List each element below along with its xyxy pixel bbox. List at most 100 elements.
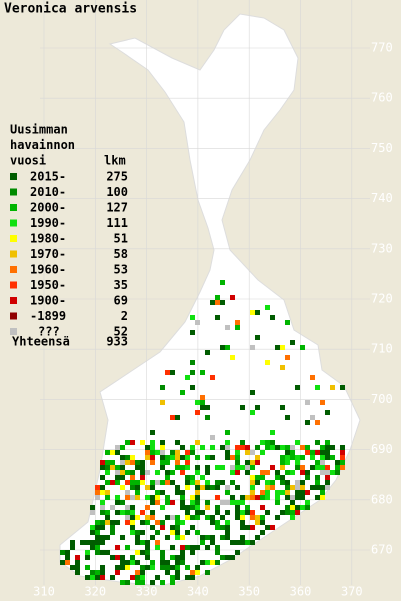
- observation-square: [200, 540, 205, 545]
- observation-square: [200, 445, 205, 450]
- observation-square: [275, 515, 280, 520]
- observation-square: [135, 535, 140, 540]
- observation-square: [260, 530, 265, 535]
- observation-square: [190, 370, 195, 375]
- observation-square: [195, 490, 200, 495]
- observation-square: [165, 565, 170, 570]
- observation-square: [150, 565, 155, 570]
- observation-square: [260, 450, 265, 455]
- observation-square: [260, 520, 265, 525]
- observation-square: [245, 470, 250, 475]
- observation-square: [300, 495, 305, 500]
- observation-square: [115, 500, 120, 505]
- observation-square: [165, 470, 170, 475]
- observation-square: [135, 460, 140, 465]
- legend-swatch: [10, 266, 17, 273]
- observation-square: [150, 510, 155, 515]
- observation-square: [145, 450, 150, 455]
- observation-square: [165, 370, 170, 375]
- observation-square: [330, 455, 335, 460]
- observation-square: [260, 490, 265, 495]
- y-coordinate-label: 720: [371, 292, 393, 306]
- observation-square: [105, 465, 110, 470]
- observation-square: [210, 445, 215, 450]
- observation-square: [115, 565, 120, 570]
- observation-square: [210, 375, 215, 380]
- observation-square: [340, 465, 345, 470]
- observation-square: [290, 510, 295, 515]
- observation-square: [315, 475, 320, 480]
- observation-square: [300, 485, 305, 490]
- observation-square: [290, 455, 295, 460]
- x-coordinate-label: 330: [136, 585, 158, 599]
- observation-square: [295, 465, 300, 470]
- observation-square: [250, 515, 255, 520]
- observation-square: [305, 420, 310, 425]
- observation-square: [110, 555, 115, 560]
- observation-square: [225, 500, 230, 505]
- observation-square: [85, 550, 90, 555]
- observation-square: [315, 495, 320, 500]
- observation-square: [320, 400, 325, 405]
- observation-square: [185, 565, 190, 570]
- observation-square: [205, 350, 210, 355]
- observation-square: [210, 435, 215, 440]
- observation-square: [260, 505, 265, 510]
- legend-label: 2010-: [30, 185, 66, 199]
- legend-count: 111: [106, 216, 128, 230]
- observation-square: [95, 485, 100, 490]
- observation-square: [265, 440, 270, 445]
- observation-square: [105, 535, 110, 540]
- observation-square: [95, 530, 100, 535]
- x-coordinate-label: 360: [290, 585, 312, 599]
- observation-square: [105, 550, 110, 555]
- observation-square: [145, 540, 150, 545]
- x-coordinate-label: 350: [238, 585, 260, 599]
- observation-square: [155, 530, 160, 535]
- legend-count: 127: [106, 201, 128, 215]
- observation-square: [210, 520, 215, 525]
- observation-square: [250, 490, 255, 495]
- observation-square: [225, 455, 230, 460]
- observation-square: [220, 515, 225, 520]
- legend-swatch: [10, 173, 17, 180]
- y-coordinate-label: 730: [371, 241, 393, 255]
- observation-square: [325, 465, 330, 470]
- observation-square: [95, 525, 100, 530]
- observation-square: [140, 520, 145, 525]
- observation-square: [190, 550, 195, 555]
- observation-square: [145, 495, 150, 500]
- observation-square: [115, 445, 120, 450]
- observation-square: [200, 535, 205, 540]
- observation-square: [270, 440, 275, 445]
- observation-square: [165, 460, 170, 465]
- observation-square: [115, 475, 120, 480]
- observation-square: [250, 460, 255, 465]
- observation-square: [305, 400, 310, 405]
- observation-square: [195, 510, 200, 515]
- observation-square: [230, 465, 235, 470]
- observation-square: [185, 515, 190, 520]
- observation-square: [120, 455, 125, 460]
- observation-square: [320, 455, 325, 460]
- observation-square: [100, 490, 105, 495]
- observation-square: [160, 465, 165, 470]
- observation-square: [190, 450, 195, 455]
- observation-square: [140, 510, 145, 515]
- observation-square: [130, 485, 135, 490]
- observation-square: [170, 555, 175, 560]
- observation-square: [170, 455, 175, 460]
- observation-square: [100, 525, 105, 530]
- observation-square: [205, 455, 210, 460]
- observation-square: [225, 555, 230, 560]
- observation-square: [240, 440, 245, 445]
- observation-square: [110, 520, 115, 525]
- observation-square: [315, 385, 320, 390]
- observation-square: [255, 445, 260, 450]
- observation-square: [85, 540, 90, 545]
- observation-square: [310, 415, 315, 420]
- legend-count: 69: [114, 294, 128, 308]
- observation-square: [285, 480, 290, 485]
- observation-square: [95, 535, 100, 540]
